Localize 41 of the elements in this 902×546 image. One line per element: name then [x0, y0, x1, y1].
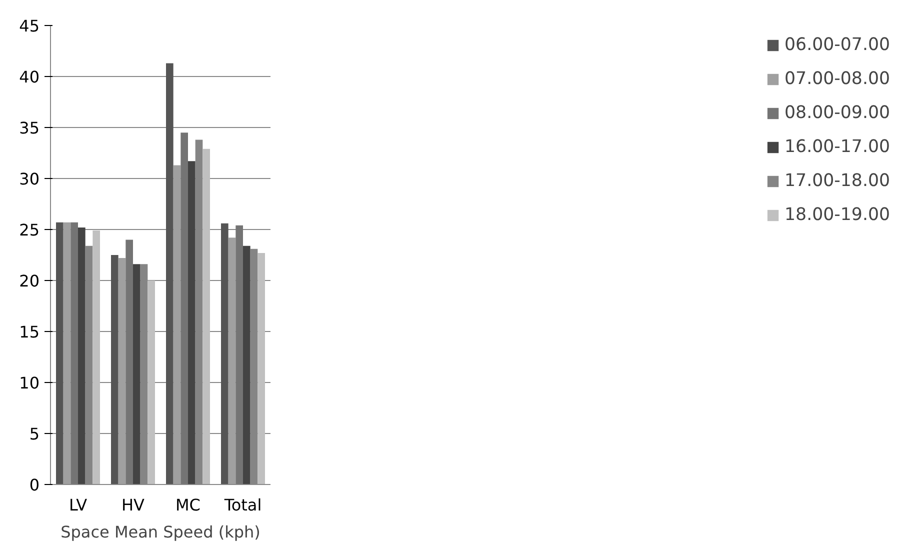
y-tick-label: 40 — [19, 68, 40, 86]
legend-label: 06.00-07.00 — [784, 35, 890, 55]
bar — [118, 258, 126, 484]
bar — [173, 165, 181, 484]
x-tick-label: MC — [176, 496, 200, 514]
x-tick-label: Total — [223, 496, 262, 514]
y-tick-label: 35 — [19, 118, 40, 138]
y-tick-label: 15 — [19, 322, 40, 342]
bar — [236, 225, 243, 484]
legend-label: 08.00-09.00 — [784, 103, 890, 123]
y-tick-label: 5 — [29, 424, 40, 444]
y-tick-label: 0 — [29, 476, 40, 494]
legend-label: 17.00-18.00 — [784, 171, 890, 191]
bar — [166, 63, 174, 484]
y-tick-label: 45 — [19, 16, 40, 36]
bar — [56, 222, 64, 484]
y-tick-label: 10 — [19, 374, 40, 392]
bar — [148, 280, 155, 484]
bar — [92, 230, 100, 484]
legend-label: 18.00-19.00 — [784, 205, 890, 225]
y-tick-label: 30 — [19, 170, 40, 188]
x-tick-label: LV — [68, 496, 88, 514]
bar — [70, 222, 78, 484]
bar — [111, 255, 118, 484]
bar — [188, 161, 196, 484]
bar — [221, 223, 228, 484]
x-tick-label: HV — [122, 496, 145, 514]
bar — [126, 240, 133, 484]
y-tick-label: 20 — [19, 272, 40, 290]
bar — [63, 222, 71, 484]
bar — [202, 148, 210, 484]
legend-label: 16.00-17.00 — [784, 137, 890, 157]
x-axis-title: Space Mean Speed (kph) — [60, 522, 260, 542]
y-tick-label: 25 — [19, 220, 40, 240]
bar — [228, 238, 236, 484]
bar — [133, 264, 140, 484]
bar — [243, 246, 250, 484]
bar — [180, 132, 188, 484]
bar — [258, 252, 265, 484]
legend-label: 07.00-08.00 — [784, 69, 890, 89]
bar — [78, 227, 86, 484]
